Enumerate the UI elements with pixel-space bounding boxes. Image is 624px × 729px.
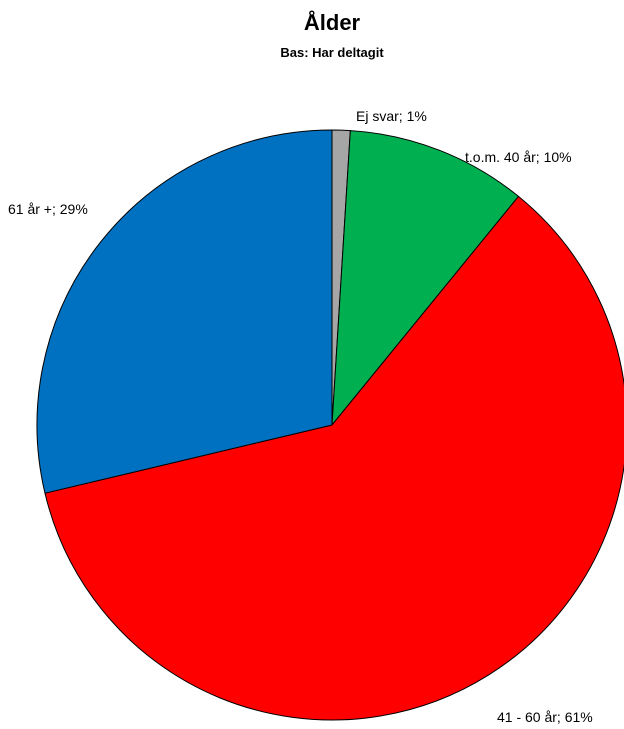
pie-labels: Ej svar; 1% t.o.m. 40 år; 10% 41 - 60 år; … (8, 108, 593, 725)
pie-slice-2 (331, 130, 520, 427)
chart-subtitle: Bas: Har deltagit (280, 45, 384, 60)
slice-label-4: 61 år +; 29% (8, 201, 88, 217)
pie-slices (36, 129, 624, 721)
pie-slice-4 (36, 129, 333, 494)
slice-label-3: 41 - 60 år; 61% (497, 709, 593, 725)
slice-label-2: t.o.m. 40 år; 10% (465, 149, 572, 165)
chart-title: Ålder (303, 10, 361, 35)
slice-label-1: Ej svar; 1% (356, 108, 427, 124)
pie-slice-3 (44, 195, 624, 721)
